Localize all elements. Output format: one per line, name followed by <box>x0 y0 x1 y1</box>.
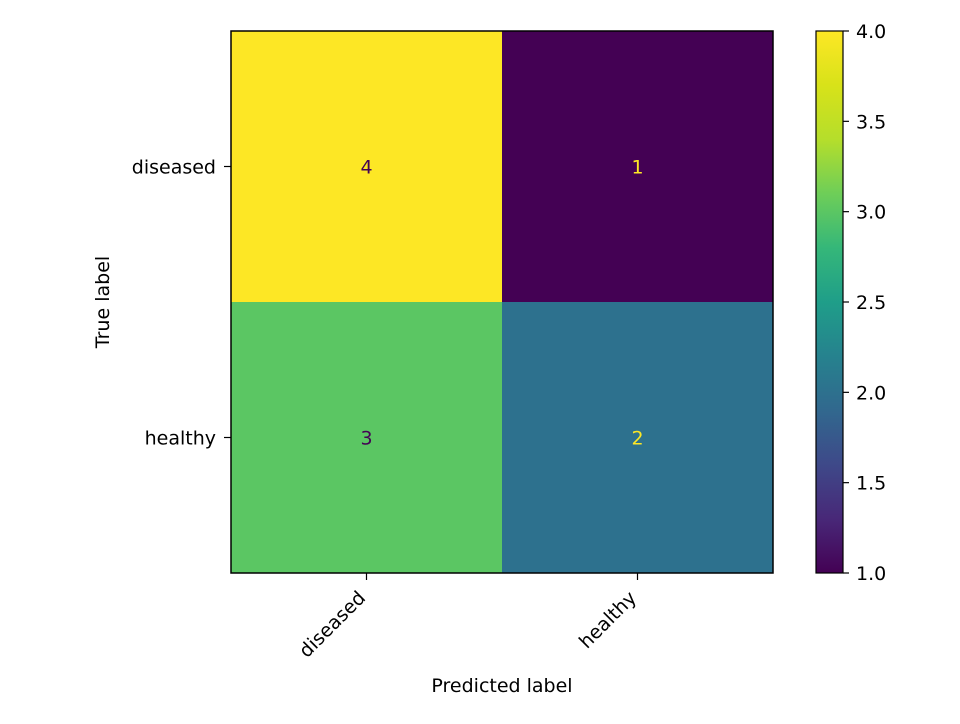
colorbar-tick-label-1-0: 1.0 <box>856 563 886 585</box>
colorbar-tick-label-2-5: 2.5 <box>856 292 886 314</box>
heatmap-cell-label-diseased-healthy: 1 <box>631 157 643 179</box>
colorbar-tick-label-4-0: 4.0 <box>856 21 886 43</box>
colorbar-ticks: 1.0 1.5 2.0 2.5 3.0 3.5 4.0 <box>843 21 886 585</box>
colorbar <box>815 30 844 574</box>
y-axis-title: True label <box>92 256 114 349</box>
plot-frame <box>230 30 774 574</box>
heatmap-cell-healthy-diseased <box>231 302 502 573</box>
y-tick-label-diseased: diseased <box>132 157 216 179</box>
x-tick-label-healthy: healthy <box>575 587 641 653</box>
heatmap-cell-diseased-diseased <box>231 31 502 302</box>
heatmap-cell-label-healthy-healthy: 2 <box>631 428 643 450</box>
heatmap-cell-label-diseased-diseased: 4 <box>360 157 372 179</box>
y-tick-label-healthy: healthy <box>145 428 216 450</box>
x-axis-ticks: diseased healthy <box>295 573 641 662</box>
colorbar-tick-label-1-5: 1.5 <box>856 473 886 495</box>
heatmap-cells <box>231 31 773 573</box>
x-tick-label-diseased: diseased <box>295 587 370 662</box>
heatmap-cell-labels: 4 1 3 2 <box>360 157 643 450</box>
heatmap-cell-label-healthy-diseased: 3 <box>360 428 372 450</box>
y-axis-ticks: diseased healthy <box>132 157 231 450</box>
heatmap-cell-healthy-healthy <box>502 302 773 573</box>
heatmap-cell-diseased-healthy <box>502 31 773 302</box>
x-axis-title: Predicted label <box>431 675 572 697</box>
colorbar-tick-label-2-0: 2.0 <box>856 382 886 404</box>
colorbar-tick-label-3-5: 3.5 <box>856 111 886 133</box>
colorbar-tick-label-3-0: 3.0 <box>856 202 886 224</box>
